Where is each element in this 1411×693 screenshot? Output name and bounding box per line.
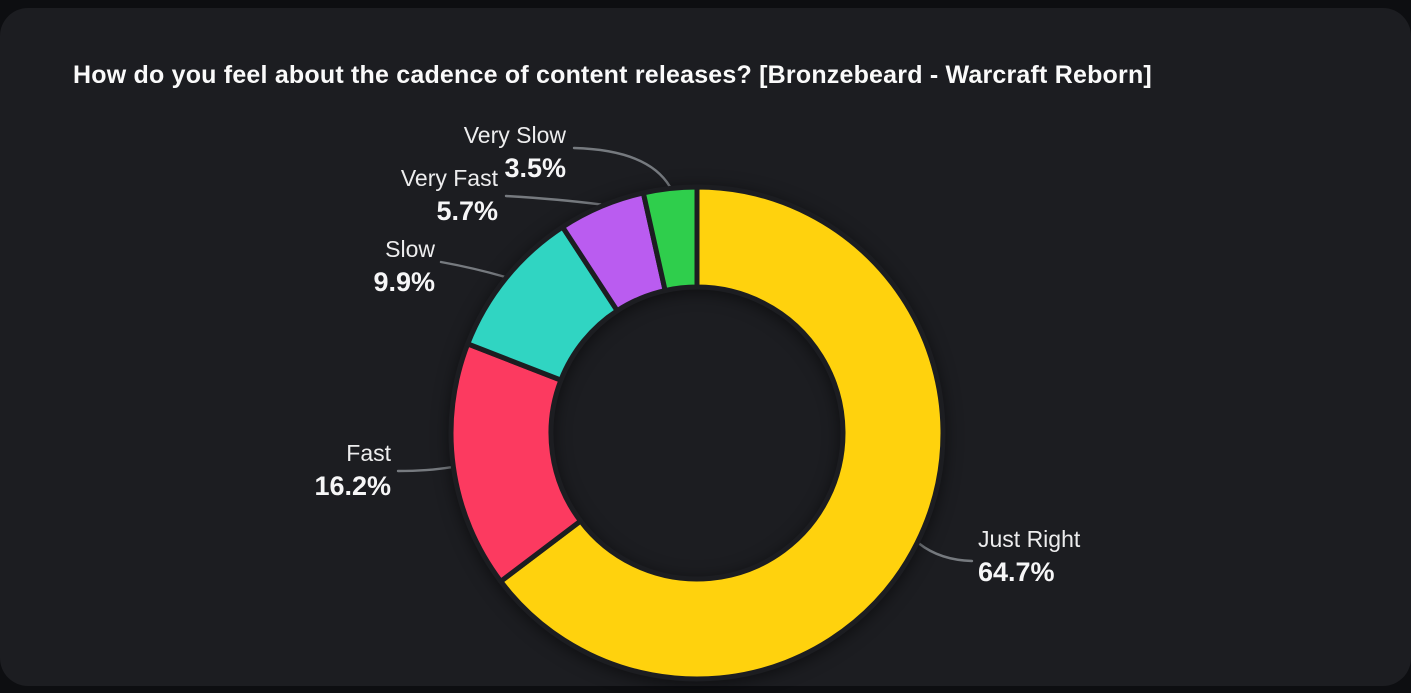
slice-value-just-right: 64.7%: [978, 557, 1055, 587]
pie-slice-just-right[interactable]: [497, 184, 946, 682]
slice-label-fast: Fast: [346, 440, 391, 466]
slice-callout-slow: Slow 9.9%: [373, 234, 435, 299]
slice-label-slow: Slow: [385, 236, 435, 262]
leader-line-very-fast: [504, 194, 602, 206]
slice-callout-fast: Fast 16.2%: [314, 438, 391, 503]
leader-line-slow: [439, 260, 506, 278]
slice-callout-just-right: Just Right 64.7%: [978, 524, 1080, 589]
slice-value-very-fast: 5.7%: [436, 196, 498, 226]
chart-panel: [0, 8, 1411, 686]
slice-value-very-slow: 3.5%: [504, 153, 566, 183]
chart-title: How do you feel about the cadence of con…: [73, 61, 1152, 89]
leader-line-fast: [396, 465, 453, 473]
slice-value-slow: 9.9%: [373, 267, 435, 297]
pie-slice-very-slow[interactable]: [640, 184, 700, 294]
slice-label-just-right: Just Right: [978, 526, 1081, 552]
pie-slice-fast[interactable]: [448, 340, 585, 585]
slice-callout-very-slow: Very Slow 3.5%: [464, 120, 566, 185]
slice-label-very-slow: Very Slow: [463, 122, 566, 148]
leader-lines: [396, 146, 974, 563]
slice-label-very-fast: Very Fast: [400, 165, 498, 191]
leader-line-just-right: [917, 542, 974, 563]
slice-callout-very-fast: Very Fast 5.7%: [401, 163, 498, 228]
slice-value-fast: 16.2%: [314, 471, 391, 501]
donut-slices: [448, 184, 946, 682]
leader-line-very-slow: [572, 146, 671, 188]
